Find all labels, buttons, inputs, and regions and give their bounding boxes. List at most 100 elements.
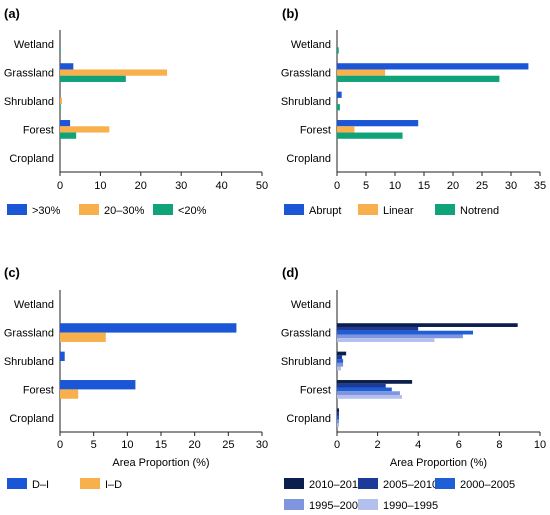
panel-b-category-label: Forest <box>300 124 331 136</box>
panel-c-x-axis-label: Area Proportion (%) <box>112 457 209 469</box>
panel-d-legend-label-0: 2010–2015 <box>309 479 364 491</box>
panel-a-legend-label-0: >30% <box>32 205 61 217</box>
panel-b-bar-wetland-2 <box>337 47 339 54</box>
panel-a-legend-swatch-2 <box>153 204 173 215</box>
panel-c-label: (c) <box>4 265 20 280</box>
panel-d-bar-shrubland-4 <box>337 366 342 371</box>
panel-d-bar-forest-4 <box>337 395 402 399</box>
panel-b-bar-grassland-1 <box>337 69 386 76</box>
panel-a-x-tick-label: 50 <box>256 180 268 192</box>
panel-b-x-tick-label: 30 <box>505 180 517 192</box>
panel-d-bar-grassland-2 <box>337 330 474 335</box>
panel-b-bar-forest-0 <box>337 120 419 127</box>
panel-d-bar-shrubland-0 <box>337 351 347 356</box>
panel-d-x-tick-label: 4 <box>415 439 421 451</box>
panel-d-label: (d) <box>282 265 299 280</box>
panel-b-label: (b) <box>282 6 299 21</box>
panel-d-legend-label-2: 2000–2005 <box>460 479 515 491</box>
panel-c-bar-forest-1 <box>60 389 79 399</box>
panel-c-x-tick-label: 10 <box>121 439 133 451</box>
panel-b-x-tick-label: 35 <box>534 180 546 192</box>
panel-c-bar-grassland-1 <box>60 332 106 342</box>
panel-c-category-label: Grassland <box>4 328 54 340</box>
panel-d-x-tick-label: 6 <box>456 439 462 451</box>
panel-d-legend-swatch-0 <box>284 478 304 489</box>
panel-c-bar-grassland-0 <box>60 323 237 333</box>
panel-c-category-label: Cropland <box>9 413 54 425</box>
panel-a-legend-label-2: <20% <box>178 205 207 217</box>
panel-a-bar-forest-1 <box>60 126 110 133</box>
panel-d-legend-label-1: 2005–2010 <box>383 479 438 491</box>
panel-a-bar-wetland-2 <box>60 47 61 54</box>
panel-d-bar-cropland-2 <box>337 415 340 420</box>
panel-b-x-tick-label: 0 <box>334 180 340 192</box>
panel-d-x-tick-label: 10 <box>534 439 546 451</box>
panel-d-x-tick-label: 0 <box>334 439 340 451</box>
panel-c-legend-swatch-0 <box>7 478 27 489</box>
panel-b-legend-swatch-2 <box>435 204 455 215</box>
panel-d-legend-label-3: 1995–2000 <box>309 500 364 512</box>
panel-a-bar-grassland-2 <box>60 75 126 82</box>
panel-c-legend-label-1: I–D <box>105 479 122 491</box>
panel-a-x-tick-label: 20 <box>135 180 147 192</box>
panel-b-x-tick-label: 25 <box>476 180 488 192</box>
panel-a-category-label: Forest <box>23 124 54 136</box>
panel-d-bar-grassland-4 <box>337 338 435 342</box>
panel-d-bar-cropland-1 <box>337 412 340 416</box>
panel-b-x-tick-label: 5 <box>363 180 369 192</box>
panel-a-x-tick-label: 10 <box>94 180 106 192</box>
panel-b-category-label: Wetland <box>291 39 331 51</box>
panel-a-bar-shrubland-2 <box>60 104 61 111</box>
panel-d-category-label: Forest <box>300 384 331 396</box>
panel-d-category-label: Cropland <box>286 413 331 425</box>
panel-a-legend-label-1: 20–30% <box>104 205 145 217</box>
panel-c-x-tick-label: 15 <box>155 439 167 451</box>
panel-a-bar-forest-0 <box>60 120 71 127</box>
panel-a-category-label: Grassland <box>4 68 54 80</box>
panel-b-legend-label-0: Abrupt <box>309 205 341 217</box>
panel-d-legend-swatch-2 <box>435 478 455 489</box>
panel-a-bar-forest-2 <box>60 132 77 139</box>
panel-b-x-tick-label: 15 <box>418 180 430 192</box>
panel-d-bar-grassland-1 <box>337 326 419 331</box>
panel-a-bar-grassland-1 <box>60 69 168 76</box>
panel-a-category-label: Shrubland <box>4 96 54 108</box>
panel-b-legend-label-2: Notrend <box>460 205 499 217</box>
panel-a-bar-shrubland-1 <box>60 97 63 105</box>
panel-b-category-label: Shrubland <box>281 96 331 108</box>
panel-b-bar-forest-2 <box>337 132 403 139</box>
panel-d-bar-cropland-4 <box>337 423 340 428</box>
panel-d-legend-swatch-1 <box>358 478 378 489</box>
panel-a-bar-grassland-0 <box>60 63 74 70</box>
panel-b-bar-shrubland-0 <box>337 91 342 98</box>
panel-b-legend-swatch-0 <box>284 204 304 215</box>
panel-a-x-tick-label: 0 <box>57 180 63 192</box>
panel-d-x-tick-label: 2 <box>375 439 381 451</box>
panel-d-bar-forest-0 <box>337 380 413 384</box>
panel-a-x-tick-label: 40 <box>215 180 227 192</box>
panel-b-legend-label-1: Linear <box>383 205 414 217</box>
panel-a-category-label: Wetland <box>14 39 54 51</box>
panel-c-legend-swatch-1 <box>80 478 100 489</box>
panel-c-x-tick-label: 5 <box>91 439 97 451</box>
panel-d-legend-swatch-4 <box>358 499 378 510</box>
panel-c-x-tick-label: 0 <box>57 439 63 451</box>
panel-c-category-label: Shrubland <box>4 356 54 368</box>
panel-d-x-axis-label: Area Proportion (%) <box>390 457 487 469</box>
panel-d-legend-swatch-3 <box>284 499 304 510</box>
panel-c-category-label: Forest <box>23 384 54 396</box>
panel-d-bar-cropland-0 <box>337 408 340 413</box>
panel-b-category-label: Cropland <box>286 153 331 165</box>
panel-a-legend-swatch-0 <box>7 204 27 215</box>
panel-d-bar-forest-2 <box>337 387 392 392</box>
panel-c-x-tick-label: 30 <box>256 439 268 451</box>
panel-a-label: (a) <box>4 6 20 21</box>
panel-b-category-label: Grassland <box>281 68 331 80</box>
panel-a-legend-swatch-1 <box>79 204 99 215</box>
panel-d-category-label: Shrubland <box>281 356 331 368</box>
panel-b-x-tick-label: 10 <box>389 180 401 192</box>
panel-b-legend-swatch-1 <box>358 204 378 215</box>
panel-a-category-label: Cropland <box>9 153 54 165</box>
panel-d-category-label: Grassland <box>281 328 331 340</box>
